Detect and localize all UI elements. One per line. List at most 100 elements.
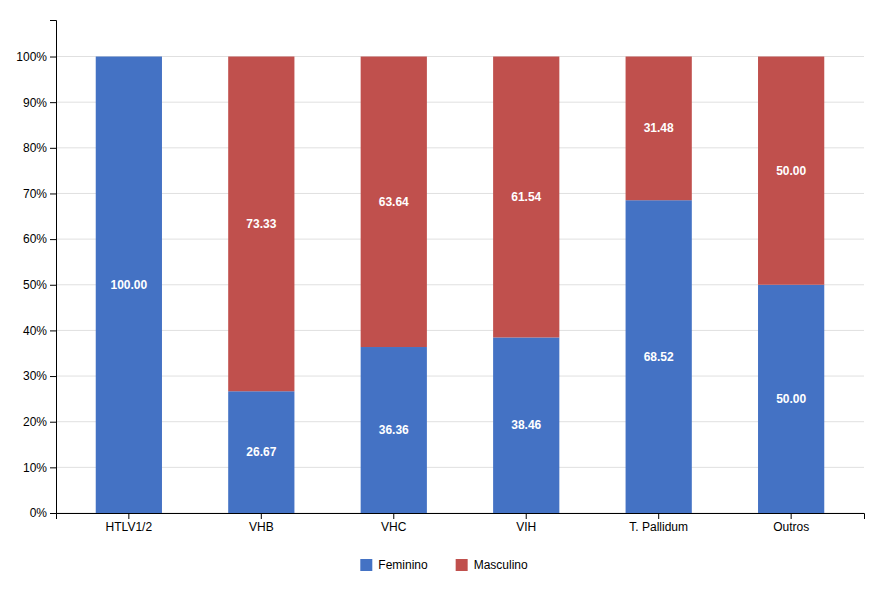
grid-line bbox=[56, 376, 864, 377]
data-label: 50.00 bbox=[776, 164, 806, 178]
tick: 60% bbox=[23, 232, 56, 246]
tick: 50% bbox=[23, 278, 56, 292]
bar bbox=[228, 391, 294, 513]
tick: VIH bbox=[516, 513, 536, 534]
grid-line bbox=[56, 102, 864, 103]
legend-label: Feminino bbox=[378, 558, 428, 572]
legend-label: Masculino bbox=[474, 558, 528, 572]
tick: VHB bbox=[249, 513, 274, 534]
tick: Outros bbox=[773, 513, 809, 534]
tick-mark bbox=[50, 239, 56, 240]
tick-mark bbox=[791, 513, 792, 519]
chart: 0% 10% 20% 30% 40% 50% 60% 70% 80% 90% 100% HTLV1/2… bbox=[0, 0, 888, 593]
x-axis: HTLV1/2 VHB VHC VIH T. Pallidum Outros bbox=[57, 513, 865, 534]
legend: Feminino Masculino bbox=[360, 558, 528, 572]
grid bbox=[56, 57, 864, 513]
data-label: 68.52 bbox=[644, 350, 674, 364]
bar bbox=[758, 285, 824, 513]
tick: 30% bbox=[23, 369, 56, 383]
bar bbox=[228, 57, 294, 392]
bar bbox=[361, 347, 427, 513]
plot: 0% 10% 20% 30% 40% 50% 60% 70% 80% 90% 100% HTLV1/2… bbox=[16, 21, 864, 534]
tick-label: 0% bbox=[30, 506, 48, 520]
tick-label: 50% bbox=[23, 278, 47, 292]
series bbox=[96, 57, 825, 513]
y-axis: 0% 10% 20% 30% 40% 50% 60% 70% 80% 90% 100% bbox=[16, 21, 56, 521]
tick: 80% bbox=[23, 141, 56, 155]
data-label: 73.33 bbox=[246, 217, 276, 231]
grid-line bbox=[56, 193, 864, 194]
tick-mark bbox=[50, 467, 56, 468]
tick-label: Outros bbox=[773, 520, 809, 534]
data-labels: 100.00 26.67 36.36 38.46 68.52 50.00 73.33 63.6… bbox=[111, 121, 807, 459]
grid-line bbox=[56, 421, 864, 422]
legend-item: Feminino bbox=[360, 558, 428, 572]
tick: HTLV1/2 bbox=[106, 513, 153, 534]
tick-label: 40% bbox=[23, 324, 47, 338]
tick-mark bbox=[50, 330, 56, 331]
tick-label: 30% bbox=[23, 369, 47, 383]
tick: 100% bbox=[16, 50, 56, 64]
tick-mark bbox=[50, 148, 56, 149]
tick-label: 70% bbox=[23, 187, 47, 201]
tick-label: 90% bbox=[23, 96, 47, 110]
tick-mark bbox=[50, 422, 56, 423]
tick-mark bbox=[50, 513, 56, 514]
data-label: 26.67 bbox=[246, 445, 276, 459]
data-label: 63.64 bbox=[379, 195, 409, 209]
tick: 70% bbox=[23, 187, 56, 201]
bar bbox=[626, 57, 692, 201]
tick-mark bbox=[261, 513, 262, 519]
tick: 40% bbox=[23, 324, 56, 338]
bar bbox=[758, 57, 824, 285]
data-label: 61.54 bbox=[511, 190, 541, 204]
tick-mark bbox=[128, 513, 129, 519]
bar bbox=[626, 200, 692, 513]
data-label: 50.00 bbox=[776, 392, 806, 406]
tick-label: T. Pallidum bbox=[629, 520, 688, 534]
legend-swatch bbox=[360, 559, 372, 571]
tick: 0% bbox=[30, 506, 56, 520]
legend-swatch bbox=[456, 559, 468, 571]
data-label: 38.46 bbox=[511, 418, 541, 432]
series bbox=[228, 57, 824, 392]
axis-line bbox=[57, 514, 865, 520]
tick-label: VIH bbox=[516, 520, 536, 534]
tick-label: VHC bbox=[381, 520, 407, 534]
grid-line bbox=[56, 56, 864, 57]
tick: VHC bbox=[381, 513, 407, 534]
data-label: 36.36 bbox=[379, 423, 409, 437]
grid-line bbox=[56, 239, 864, 240]
tick: T. Pallidum bbox=[629, 513, 688, 534]
bar bbox=[493, 337, 559, 513]
bar bbox=[96, 57, 162, 513]
tick-mark bbox=[50, 102, 56, 103]
bars bbox=[96, 57, 825, 513]
tick-mark bbox=[50, 285, 56, 286]
tick-label: VHB bbox=[249, 520, 274, 534]
tick-mark bbox=[50, 376, 56, 377]
tick-mark bbox=[393, 513, 394, 519]
tick-label: 60% bbox=[23, 232, 47, 246]
tick-label: 20% bbox=[23, 415, 47, 429]
bar bbox=[361, 57, 427, 348]
tick: 20% bbox=[23, 415, 56, 429]
data-label: 100.00 bbox=[111, 278, 148, 292]
tick: 90% bbox=[23, 96, 56, 110]
tick-label: 80% bbox=[23, 141, 47, 155]
grid-line bbox=[56, 284, 864, 285]
tick-mark bbox=[658, 513, 659, 519]
grid-line bbox=[56, 330, 864, 331]
grid-line bbox=[56, 467, 864, 468]
grid-line bbox=[56, 147, 864, 148]
tick-label: 10% bbox=[23, 461, 47, 475]
axis-line bbox=[50, 21, 57, 514]
tick-label: HTLV1/2 bbox=[106, 520, 153, 534]
tick-mark bbox=[526, 513, 527, 519]
bar bbox=[96, 56, 162, 57]
data-label: 31.48 bbox=[644, 121, 674, 135]
tick-mark bbox=[50, 57, 56, 58]
tick-label: 100% bbox=[16, 50, 47, 64]
bar bbox=[493, 57, 559, 338]
legend-item: Masculino bbox=[456, 558, 528, 572]
